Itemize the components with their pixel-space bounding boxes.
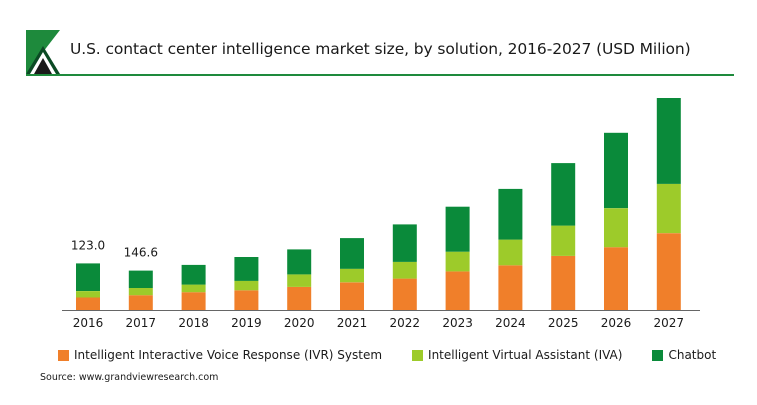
bar-iva-2018: [181, 284, 206, 293]
legend: Intelligent Interactive Voice Response (…: [40, 348, 737, 362]
bar-ivr-2020: [287, 286, 312, 310]
source-note: Source: www.grandviewresearch.com: [40, 372, 219, 383]
x-tick-label-2016: 2016: [73, 316, 104, 330]
bar-chatbot-2022: [392, 224, 417, 262]
x-tick-label-2023: 2023: [442, 316, 473, 330]
legend-swatch-iva: [412, 349, 424, 361]
bar-iva-2024: [498, 239, 523, 266]
legend-swatch-chatbot: [652, 349, 664, 361]
bar-ivr-2017: [128, 295, 153, 310]
legend-label-chatbot: Chatbot: [668, 348, 717, 362]
legend-label-iva: Intelligent Virtual Assistant (IVA): [428, 348, 623, 362]
x-tick-label-2021: 2021: [337, 316, 368, 330]
bar-iva-2027: [656, 183, 681, 234]
bar-iva-2021: [340, 268, 364, 283]
bar-ivr-2022: [392, 278, 417, 310]
legend-item-chatbot: Chatbot: [652, 348, 716, 362]
legend-label-ivr: Intelligent Interactive Voice Response (…: [74, 348, 383, 362]
data-label-2016: 123.0: [71, 238, 105, 252]
bar-ivr-2026: [604, 247, 628, 310]
bar-chatbot-2024: [498, 188, 523, 240]
bar-chatbot-2020: [287, 249, 312, 275]
legend-item-iva: Intelligent Virtual Assistant (IVA): [412, 348, 622, 362]
bar-chatbot-2016: [76, 263, 100, 291]
bar-ivr-2025: [551, 255, 576, 310]
bar-ivr-2018: [181, 292, 206, 310]
bar-chatbot-2026: [604, 132, 628, 209]
bar-iva-2016: [76, 291, 100, 298]
bar-iva-2026: [604, 208, 628, 248]
bar-iva-2025: [551, 225, 576, 256]
x-tick-label-2027: 2027: [654, 316, 685, 330]
bar-chatbot-2018: [181, 264, 206, 285]
x-tick-label-2017: 2017: [126, 316, 157, 330]
bar-ivr-2016: [76, 297, 100, 310]
bar-ivr-2027: [656, 233, 681, 310]
bar-iva-2022: [392, 261, 417, 279]
title-divider: [26, 74, 734, 76]
x-tick-label-2026: 2026: [601, 316, 632, 330]
stacked-bar-chart: 2016 2017 2018 2019 2020 2021 2022 2023 2024 2025…: [62, 98, 700, 330]
bar-ivr-2021: [340, 282, 364, 310]
bar-ivr-2024: [498, 265, 523, 310]
bar-ivr-2023: [445, 271, 470, 310]
x-tick-label-2020: 2020: [284, 316, 315, 330]
x-tick-label-2025: 2025: [548, 316, 579, 330]
x-tick-label-2022: 2022: [390, 316, 421, 330]
x-tick-label-2018: 2018: [178, 316, 209, 330]
bar-chatbot-2027: [656, 98, 681, 184]
bar-chatbot-2021: [340, 238, 364, 269]
bar-ivr-2019: [234, 290, 259, 310]
bar-chatbot-2023: [445, 206, 470, 252]
x-tick-label-2024: 2024: [495, 316, 526, 330]
bar-chatbot-2025: [551, 163, 576, 226]
legend-item-ivr: Intelligent Interactive Voice Response (…: [58, 348, 382, 362]
legend-swatch-ivr: [58, 349, 69, 361]
chart-title: U.S. contact center intelligence market …: [70, 40, 691, 58]
bar-chatbot-2019: [234, 257, 259, 281]
bar-iva-2017: [128, 288, 153, 296]
x-tick-label-2019: 2019: [231, 316, 262, 330]
grand-view-research-logo: [26, 30, 60, 74]
bar-chatbot-2017: [128, 270, 153, 288]
bar-iva-2023: [445, 251, 470, 272]
bar-iva-2020: [287, 274, 312, 287]
bar-iva-2019: [234, 280, 259, 291]
data-label-2017: 146.6: [124, 246, 158, 260]
